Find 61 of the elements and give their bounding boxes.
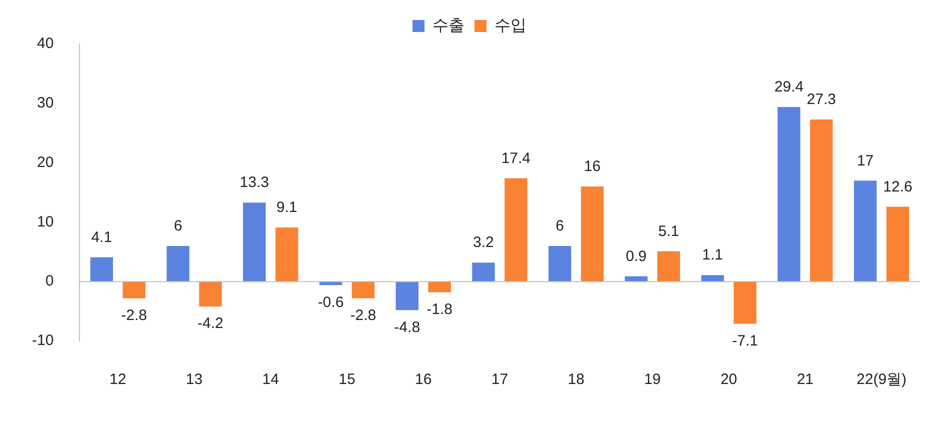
data-label: 0.9 <box>626 248 647 265</box>
bar <box>166 246 190 282</box>
data-label: -7.1 <box>732 332 758 350</box>
bar <box>657 251 680 282</box>
data-label: 6 <box>174 218 182 235</box>
x-tick-label: 17 <box>491 371 508 388</box>
x-tick-label: 21 <box>796 371 814 388</box>
y-tick-label: 30 <box>36 94 54 112</box>
bar <box>580 186 604 282</box>
data-label: -4.2 <box>198 315 224 332</box>
legend-label: 수입 <box>494 17 526 34</box>
data-label: 17 <box>856 152 874 170</box>
bar <box>275 228 298 282</box>
x-tick-label: 20 <box>720 371 738 388</box>
bar <box>199 282 222 307</box>
x-tick-label: 16 <box>414 371 432 388</box>
x-tick-label: 19 <box>644 371 661 388</box>
y-tick-label: -10 <box>32 332 54 350</box>
bar <box>701 275 724 282</box>
y-tick-label: 40 <box>36 35 54 52</box>
bar <box>810 119 833 282</box>
data-label: 29.4 <box>774 78 804 96</box>
legend-label: 수출 <box>432 17 464 34</box>
bar <box>472 262 495 282</box>
data-label: 5.1 <box>658 222 680 240</box>
bar <box>90 257 113 282</box>
data-label: 17.4 <box>501 150 531 167</box>
data-label: 1.1 <box>702 246 724 264</box>
y-tick-label: 20 <box>36 154 54 171</box>
x-tick-label: 14 <box>262 371 279 388</box>
x-tick-label: 18 <box>568 371 584 388</box>
data-label: -2.8 <box>121 306 148 324</box>
x-tick-label: 22(9월) <box>856 371 907 388</box>
bar <box>428 282 451 292</box>
bar <box>122 282 146 298</box>
data-label: 16 <box>584 158 601 176</box>
data-label: 4.1 <box>91 228 112 246</box>
bar <box>504 178 528 282</box>
data-label: -2.8 <box>350 306 376 324</box>
bar <box>854 180 877 282</box>
data-label: 3.2 <box>473 234 494 252</box>
data-label: -4.8 <box>394 318 420 336</box>
bar <box>243 202 266 282</box>
bar <box>886 206 910 282</box>
data-label: 27.3 <box>806 91 836 108</box>
x-tick-label: 15 <box>338 371 356 388</box>
bar <box>548 246 572 282</box>
x-tick-label: 12 <box>110 371 126 388</box>
bar <box>352 282 375 298</box>
data-label: 13.3 <box>240 174 269 192</box>
data-label: -0.6 <box>318 294 344 311</box>
bar <box>396 282 418 310</box>
data-label: 9.1 <box>276 199 298 216</box>
data-label: 12.6 <box>883 178 912 196</box>
bar <box>778 106 800 282</box>
data-label: 6 <box>556 218 564 235</box>
data-label: -1.8 <box>426 300 452 318</box>
x-tick-label: 13 <box>186 371 203 388</box>
bar <box>734 282 756 324</box>
y-tick-label: 0 <box>45 272 54 290</box>
y-tick-label: 10 <box>36 213 54 230</box>
